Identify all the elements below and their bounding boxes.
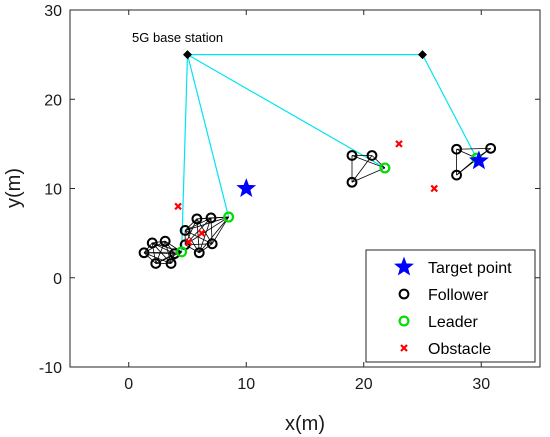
follower-marker: [346, 150, 358, 161]
x-axis-title: x(m): [285, 413, 325, 435]
follower-marker: [485, 142, 497, 154]
formation-link: [371, 155, 386, 169]
follower-marker: [150, 258, 162, 269]
y-ticks: -10 0 10 20 30: [39, 3, 540, 377]
formation-link: [164, 240, 182, 253]
y-tick-label: 10: [44, 182, 62, 199]
follower-marker: [346, 176, 358, 188]
base-station-link: [186, 54, 230, 218]
obstacle-marker: [197, 229, 206, 237]
target-point-marker: [468, 150, 489, 170]
follower-marker: [179, 225, 191, 236]
base-station-annotation: 5G base station: [132, 30, 223, 45]
obstacle-marker: [184, 238, 193, 246]
legend-target-point-marker: [394, 256, 414, 276]
target-point-marker: [236, 178, 257, 197]
formation-link: [196, 217, 212, 220]
formation-link: [210, 216, 229, 219]
formation-link: [351, 167, 386, 183]
formation-link: [184, 244, 200, 254]
legend-follower-marker: [398, 288, 410, 300]
x-tick-label: 30: [472, 376, 490, 393]
follower-marker: [165, 258, 177, 269]
formation-link: [164, 240, 175, 254]
x-tick-label: 20: [355, 376, 373, 393]
follower-marker: [146, 237, 158, 249]
follower-marker: [451, 143, 462, 155]
base-station-marker: [183, 50, 192, 60]
follower-marker: [138, 247, 150, 259]
follower-marker: [205, 212, 217, 224]
formation-link: [143, 252, 157, 264]
y-tick-label: 20: [44, 92, 62, 109]
follower-marker: [191, 213, 203, 225]
follower-marker: [193, 247, 205, 259]
base-station-links: [181, 54, 478, 252]
base-station-link: [187, 54, 386, 169]
formation-link: [351, 155, 373, 183]
formation-link: [143, 242, 153, 254]
legend-label: Target point: [428, 260, 512, 277]
y-axis-title: y(m): [3, 168, 25, 208]
obstacle-marker: [430, 184, 439, 193]
base-station-link: [181, 54, 189, 252]
legend-label: Obstacle: [428, 341, 491, 358]
formation-link: [196, 218, 200, 253]
x-tick-label: 10: [237, 376, 255, 393]
legend-obstacle-marker: [400, 344, 408, 352]
base-station-marker: [418, 50, 427, 60]
follower-marker: [159, 235, 171, 247]
leader-marker: [176, 246, 188, 258]
y-tick-label: 30: [44, 3, 62, 20]
y-tick-label: -10: [39, 360, 62, 377]
leader-marker: [223, 211, 235, 223]
formation-link: [456, 147, 491, 150]
leader-marker: [379, 162, 391, 174]
formation-link: [198, 216, 229, 254]
follower-marker: [169, 248, 180, 260]
follower-marker: [451, 169, 462, 181]
y-tick-label: 0: [53, 271, 62, 288]
formation-link: [351, 155, 386, 169]
legend: Target point Follower Leader Obstacle: [365, 249, 536, 363]
legend-box: [365, 249, 536, 363]
formation-link: [199, 243, 213, 254]
legend-label: Follower: [428, 287, 489, 304]
formation-link: [152, 240, 166, 244]
obstacle-marker: [174, 202, 182, 211]
follower-marker: [206, 238, 218, 250]
base-station-link: [421, 54, 478, 159]
formation-link: [155, 253, 175, 264]
legend-leader-marker: [398, 315, 410, 327]
obstacle-marker: [395, 140, 403, 148]
x-ticks: 0 10 20 30: [124, 10, 490, 393]
data-marks: [138, 50, 497, 269]
follower-marker: [366, 150, 378, 161]
x-tick-label: 0: [124, 376, 133, 393]
formation-link: [184, 218, 198, 231]
legend-label: Leader: [428, 314, 478, 331]
